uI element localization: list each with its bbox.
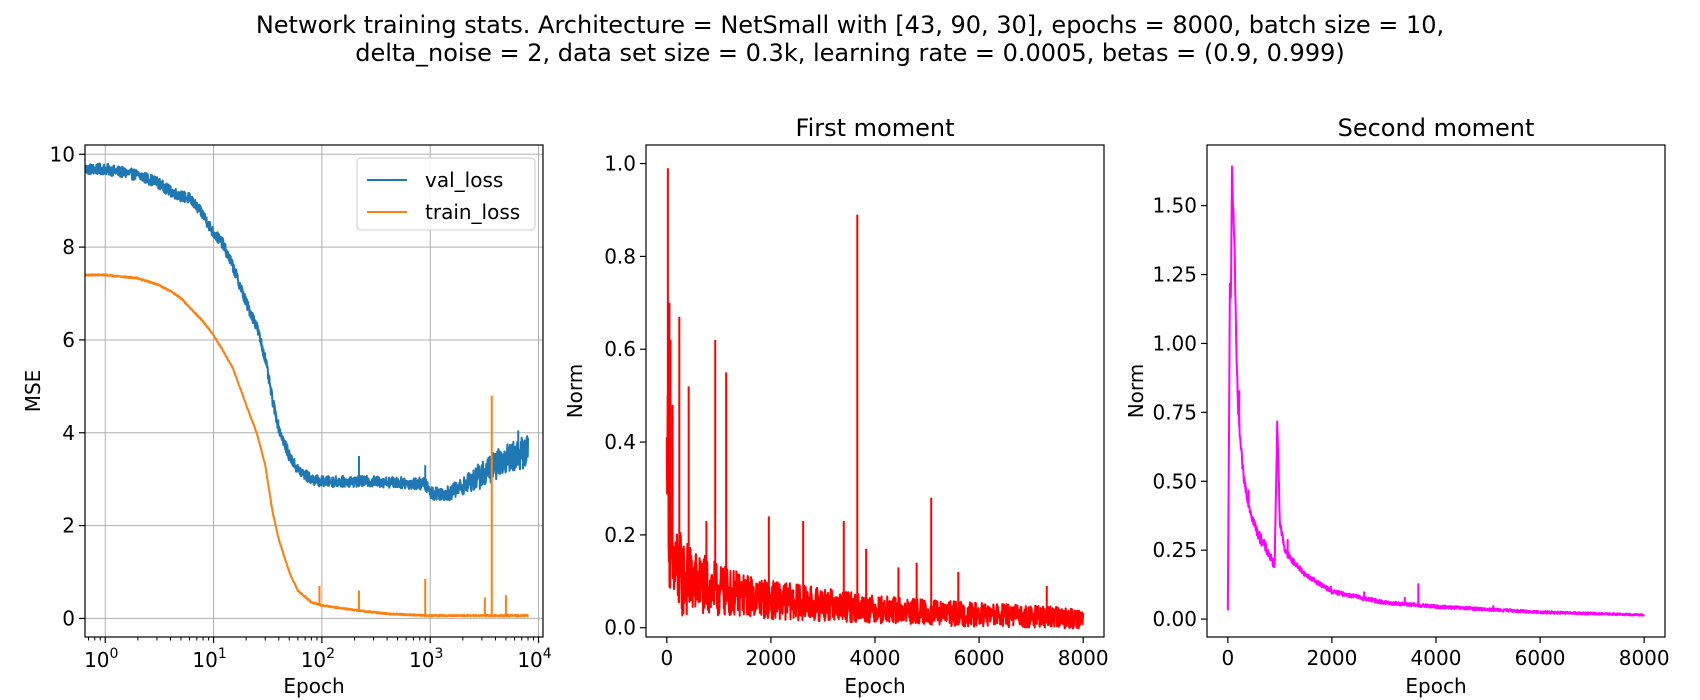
second-moment-x-tick-label-1: 2000 [1306,646,1357,670]
figure-title-line-1: Network training stats. Architecture = N… [255,11,1445,39]
first-moment-plot: 0 2000 4000 6000 8000 0.0 0.2 0.4 0.6 0.8 1.0 Epoch… [563,114,1109,698]
mse-x-tick-label-0: 100 [84,646,118,672]
first-moment-y-axis-label: Norm [563,364,587,419]
mse-y-tick-label-0: 0 [62,606,75,630]
second-moment-y-tick-label-1: 0.25 [1152,538,1197,562]
mse-y-tick-label-4: 8 [62,235,75,259]
first-moment-x-tick-label-3: 6000 [954,646,1005,670]
second-moment-x-tick-label-0: 0 [1221,646,1234,670]
figure-title-line-2: delta_noise = 2, data set size = 0.3k, l… [355,39,1345,67]
mse-y-axis-label: MSE [21,370,45,413]
first-moment-y-tick-label-1: 0.2 [604,523,636,547]
second-moment-x-tick-label-4: 8000 [1619,646,1670,670]
first-moment-x-tick-label-0: 0 [660,646,673,670]
mse-x-axis-label: Epoch [283,674,344,698]
mse-loss-plot: 100 101 102 103 104 0 2 4 6 8 10 Epoch MSE val_losstr… [21,142,552,698]
second-moment-y-tick-label-2: 0.50 [1152,469,1197,493]
first-moment-y-tick-label-5: 1.0 [604,152,636,176]
first-moment-x-tick-label-4: 8000 [1058,646,1109,670]
first-moment-y-tick-label-2: 0.4 [604,430,636,454]
first-moment-data-group [665,168,1085,630]
first-moment-x-axis-label: Epoch [844,674,905,698]
mse-series-train_loss [85,273,529,618]
second-moment-title: Second moment [1338,114,1535,142]
mse-legend: val_loss train_loss [356,157,536,231]
mse-y-tick-label-1: 2 [62,514,75,538]
first-moment-y-tick-label-0: 0.0 [604,616,636,640]
first-moment-series-line [665,394,1085,630]
second-moment-y-tick-label-0: 0.00 [1152,607,1197,631]
second-moment-y-tick-label-5: 1.25 [1152,263,1197,287]
second-moment-y-tick-label-4: 1.00 [1152,331,1197,355]
second-moment-series-line [1226,165,1646,617]
first-moment-title: First moment [796,114,955,142]
second-moment-y-tick-label-6: 1.50 [1152,194,1197,218]
mse-data-group [85,162,530,618]
mse-y-tick-label-3: 6 [62,328,75,352]
mse-series-val_loss [85,162,530,502]
first-moment-x-tick-label-2: 4000 [850,646,901,670]
mse-axes-frame [84,144,544,638]
legend-label-val_loss: val_loss [425,168,503,192]
mse-x-tick-label-3: 103 [409,646,443,672]
second-moment-axes-frame [1206,144,1666,638]
second-moment-x-axis-label: Epoch [1405,674,1466,698]
mse-y-tick-label-5: 10 [50,142,75,166]
second-moment-y-tick-label-3: 0.75 [1152,400,1197,424]
mse-x-tick-label-4: 104 [517,646,551,672]
mse-x-tick-label-2: 102 [301,646,335,672]
first-moment-y-tick-label-4: 0.8 [604,244,636,268]
legend-label-train_loss: train_loss [425,200,520,224]
mse-y-tick-label-2: 4 [62,421,75,445]
mse-x-tick-label-1: 101 [192,646,226,672]
second-moment-x-tick-label-3: 6000 [1515,646,1566,670]
second-moment-plot: 0 2000 4000 6000 8000 0.00 0.25 0.50 0.75 1.00 1.2… [1124,114,1670,698]
first-moment-x-tick-label-1: 2000 [745,646,796,670]
second-moment-x-tick-label-2: 4000 [1411,646,1462,670]
second-moment-data-group [1226,165,1646,617]
first-moment-y-tick-label-3: 0.6 [604,337,636,361]
second-moment-y-axis-label: Norm [1124,364,1148,419]
